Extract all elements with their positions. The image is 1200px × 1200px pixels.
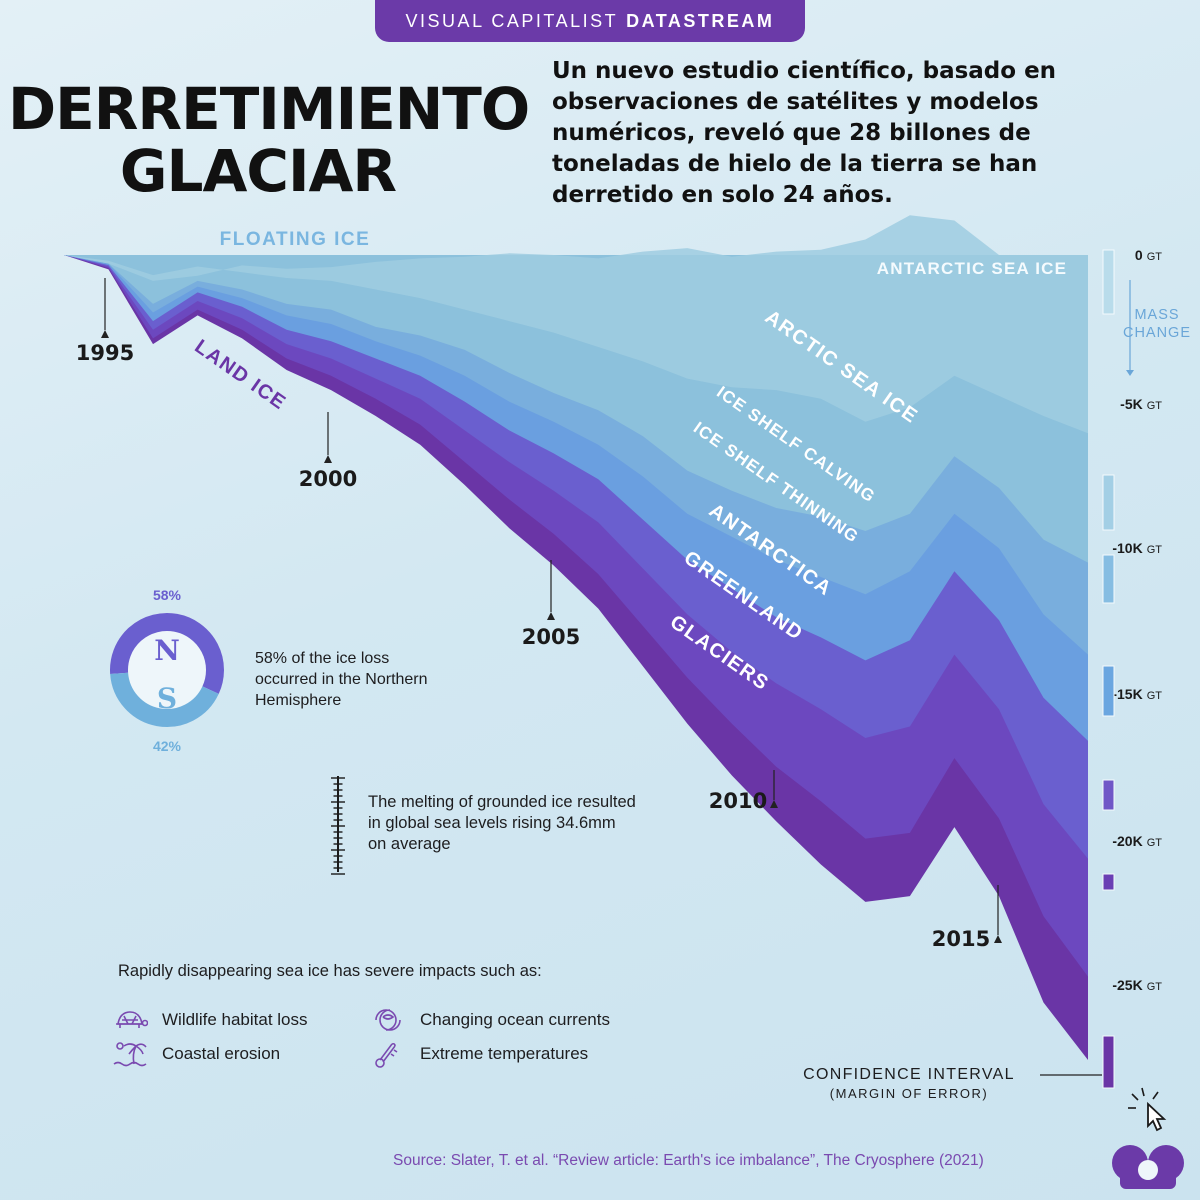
confidence-interval-bar (1102, 554, 1115, 604)
thermometer-icon (370, 1040, 406, 1068)
donut-north-pct: 58% (153, 587, 182, 603)
confidence-interval-bar (1102, 665, 1115, 717)
series-label: ANTARCTIC SEA ICE (877, 259, 1067, 278)
confidence-interval-bar (1102, 1035, 1115, 1089)
title-line-2: GLACIAR (119, 137, 397, 205)
confidence-interval-bar (1102, 779, 1115, 811)
y-tick-unit: GT (1147, 544, 1163, 556)
impact-currents: Changing ocean currents (370, 1006, 610, 1034)
confidence-interval-bar (1102, 474, 1115, 531)
y-tick-label: -25K GT (1112, 977, 1162, 993)
year-label-1995: 1995 (76, 341, 134, 365)
brand-logo-icon-eye (1138, 1160, 1158, 1180)
y-tick-label: -10K GT (1112, 540, 1162, 556)
year-label-2000: 2000 (299, 467, 357, 491)
year-tick-marker (994, 935, 1002, 943)
y-tick-label: -15K GT (1112, 686, 1162, 702)
impact-temperatures: Extreme temperatures (370, 1040, 588, 1068)
turtle-icon (112, 1006, 148, 1034)
year-tick-marker (770, 800, 778, 808)
impact-label: Wildlife habitat loss (162, 1010, 308, 1029)
y-axis-label-line2: CHANGE (1123, 325, 1191, 341)
title-line-1: DERRETIMIENTO (8, 75, 530, 143)
confidence-interval-sub: (MARGIN OF ERROR) (829, 1086, 989, 1101)
y-tick-unit: GT (1147, 837, 1163, 849)
impact-label: Changing ocean currents (420, 1010, 610, 1029)
year-tick-marker (101, 330, 109, 338)
palm-tree-icon (112, 1040, 148, 1068)
impact-label: Extreme temperatures (420, 1044, 589, 1063)
sea-level-note: The melting of grounded ice resulted in … (368, 793, 636, 853)
year-tick-marker (324, 455, 332, 463)
group-label-floating-ice: FLOATING ICE (220, 229, 371, 250)
year-label-2010: 2010 (709, 789, 767, 813)
impact-erosion: Coastal erosion (112, 1040, 280, 1068)
subtitle: Un nuevo estudio científico, basado en o… (552, 58, 1057, 208)
page-title: DERRETIMIENTO GLACIAR (8, 75, 530, 205)
cursor-spark (1131, 1093, 1139, 1101)
impact-label: Coastal erosion (162, 1044, 281, 1063)
y-tick-unit: GT (1147, 400, 1163, 412)
area-antarctic-sea-ice (64, 215, 1088, 434)
confidence-interval-bar (1102, 249, 1115, 315)
source-citation: Source: Slater, T. et al. “Review articl… (393, 1152, 984, 1169)
hemisphere-caption: 58% of the ice loss occurred in the Nort… (255, 650, 428, 709)
donut-south-pct: 42% (153, 738, 182, 754)
impacts-heading: Rapidly disappearing sea ice has severe … (118, 962, 542, 980)
confidence-interval-title: CONFIDENCE INTERVAL (803, 1066, 1015, 1083)
y-tick-unit: GT (1147, 981, 1163, 993)
impact-wildlife: Wildlife habitat loss (112, 1006, 308, 1034)
y-axis-label-line1: MASS (1134, 307, 1179, 323)
donut-north-letter: N (154, 634, 180, 667)
currents-icon (370, 1006, 406, 1034)
year-tick-marker (547, 612, 555, 620)
donut-south-letter: S (157, 682, 177, 715)
year-label-2005: 2005 (522, 625, 580, 649)
y-tick-label: -20K GT (1112, 833, 1162, 849)
cursor-spark (1152, 1091, 1159, 1100)
y-tick-unit: GT (1147, 690, 1163, 702)
year-label-2015: 2015 (932, 927, 990, 951)
confidence-interval-label: CONFIDENCE INTERVAL (MARGIN OF ERROR) (780, 1066, 1038, 1101)
brand-banner: VISUAL CAPITALIST DATASTREAM (375, 0, 805, 42)
y-axis-arrow-head (1126, 370, 1134, 376)
confidence-interval-bar (1102, 873, 1115, 891)
banner-prefix: VISUAL CAPITALIST (405, 10, 619, 31)
y-tick-label: -5K GT (1120, 396, 1162, 412)
cursor-spark (1141, 1087, 1145, 1097)
donut-south-arc (110, 672, 219, 727)
donut-north-arc (110, 613, 224, 694)
y-tick-unit: GT (1147, 251, 1163, 263)
banner-brand: DATASTREAM (626, 10, 775, 31)
cursor-icon (1147, 1101, 1167, 1132)
y-tick-label: 0 GT (1135, 247, 1162, 263)
